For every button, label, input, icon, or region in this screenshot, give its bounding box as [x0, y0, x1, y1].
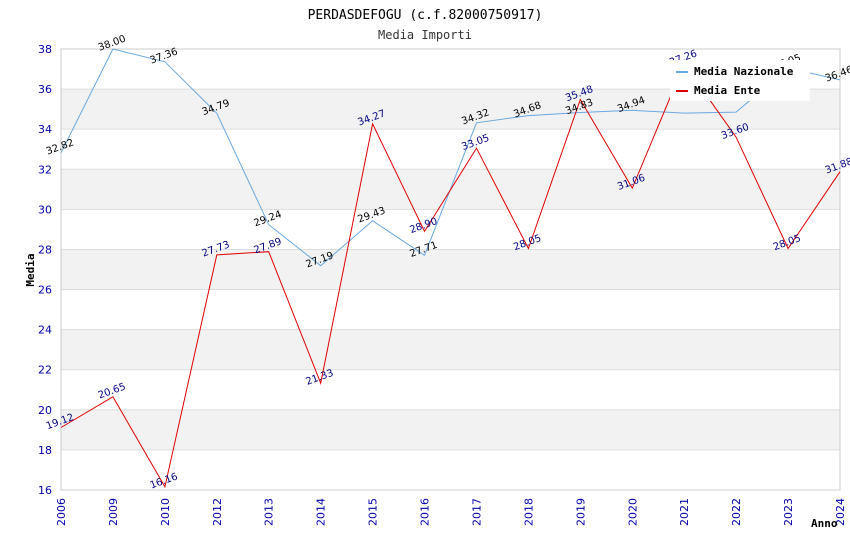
- x-tick-label: 2010: [159, 498, 172, 526]
- x-tick-label: 2018: [522, 498, 535, 526]
- y-axis-label: Media: [24, 253, 37, 286]
- chart-subtitle: Media Importi: [378, 28, 472, 42]
- grid-bands: [61, 49, 840, 490]
- y-tick-label: 26: [38, 284, 52, 297]
- grid-band: [61, 289, 840, 330]
- x-axis-label: Anno: [811, 517, 838, 530]
- legend: Media Nazionale Media Ente: [670, 60, 810, 101]
- x-tick-label: 2019: [574, 498, 587, 526]
- y-tick-label: 32: [38, 163, 52, 176]
- x-tick-label: 2021: [678, 498, 691, 526]
- grid-band: [61, 409, 840, 450]
- x-tick-label: 2016: [419, 498, 432, 526]
- y-tick-label: 18: [38, 444, 52, 457]
- y-tick-label: 30: [38, 203, 52, 216]
- x-tick-label: 2006: [55, 498, 68, 526]
- y-tick-label: 24: [38, 324, 52, 337]
- chart-title: PERDASDEFOGU (c.f.82000750917): [308, 8, 543, 23]
- x-tick-label: 2017: [470, 498, 483, 526]
- grid-band: [61, 369, 840, 410]
- legend-label-media-nazionale: Media Nazionale: [694, 65, 794, 78]
- x-tick-label: 2020: [626, 498, 639, 526]
- x-tick-label: 2012: [211, 498, 224, 526]
- y-tick-label: 34: [38, 123, 52, 136]
- legend-box: [670, 60, 810, 101]
- y-axis-ticks: 16 18 20 22 24 26 28 30 32 34 36 38: [38, 43, 52, 497]
- x-tick-label: 2023: [782, 498, 795, 526]
- x-tick-label: 2009: [107, 498, 120, 526]
- grid-band: [61, 449, 840, 490]
- y-tick-label: 22: [38, 364, 52, 377]
- y-tick-label: 38: [38, 43, 52, 56]
- x-axis-ticks: 2006 2009 2010 2012 2013 2014 2015 2016 2017 2018…: [55, 498, 847, 526]
- grid-band: [61, 209, 840, 250]
- y-tick-label: 20: [38, 404, 52, 417]
- y-tick-label: 16: [38, 484, 52, 497]
- x-tick-label: 2014: [315, 498, 328, 526]
- plot-frame: [60, 48, 841, 491]
- grid-band: [61, 129, 840, 170]
- x-tick-label: 2022: [730, 498, 743, 526]
- grid-band: [61, 249, 840, 290]
- y-tick-label: 28: [38, 243, 52, 256]
- legend-label-media-ente: Media Ente: [694, 84, 761, 97]
- x-tick-label: 2015: [367, 498, 380, 526]
- x-tick-label: 2024: [834, 498, 847, 526]
- grid-band: [61, 329, 840, 370]
- x-tick-label: 2013: [263, 498, 276, 526]
- y-tick-label: 36: [38, 83, 52, 96]
